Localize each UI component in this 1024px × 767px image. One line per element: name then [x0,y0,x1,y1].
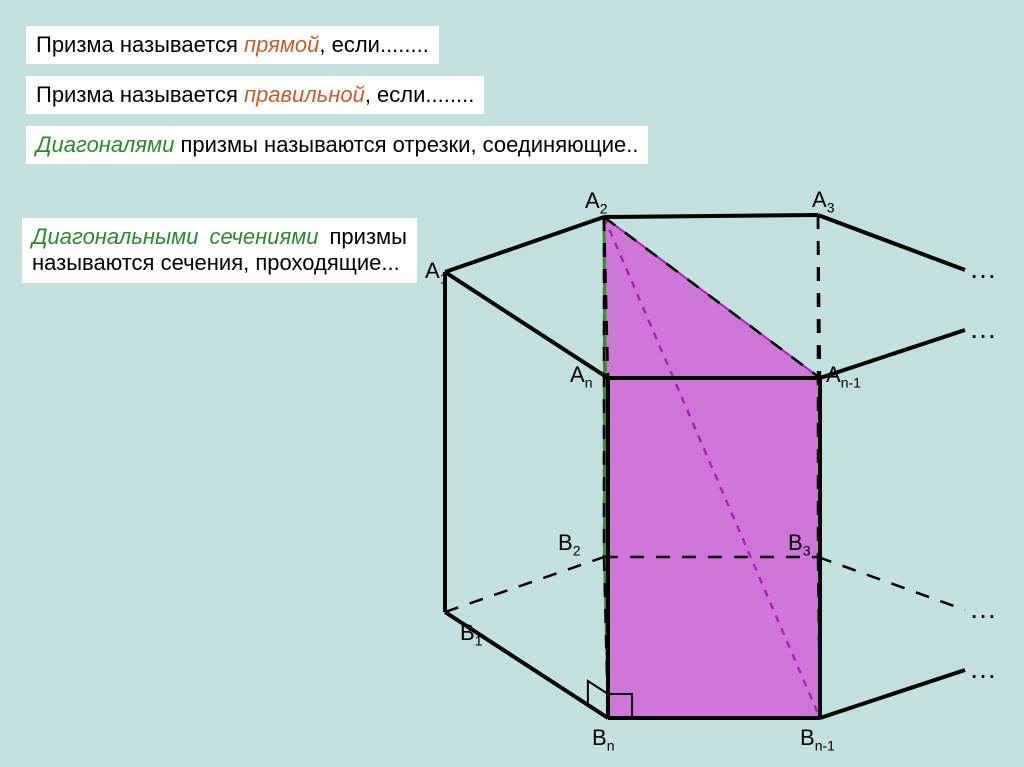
label-B3: B3 [788,530,810,558]
svg-text:…: … [969,313,997,344]
svg-text:…: … [969,653,997,684]
svg-text:…: … [969,253,997,284]
prism-diagram: … … … … [0,0,1024,767]
label-B1: B1 [460,620,482,648]
label-Bn: Bn [592,725,614,753]
label-A2: A2 [585,188,607,216]
label-A3: A3 [812,187,834,215]
label-Bn-1: Bn-1 [800,725,835,753]
label-An: An [570,362,592,390]
label-A1: A1 [425,258,447,286]
label-B2: B2 [558,530,580,558]
svg-text:…: … [969,593,997,624]
label-An-1: An-1 [826,362,861,390]
